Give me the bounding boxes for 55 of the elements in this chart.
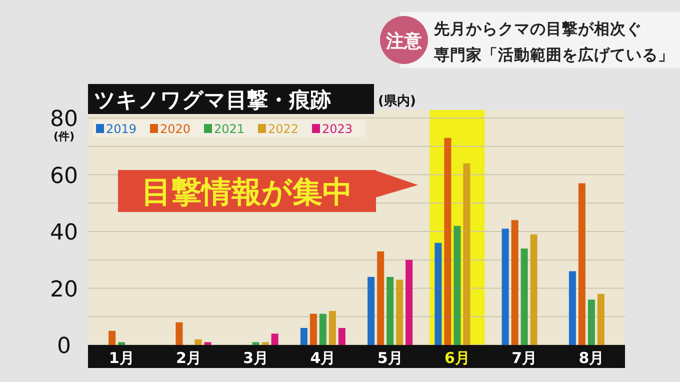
bar [502, 228, 509, 345]
x-tick-label: 8月 [578, 349, 604, 367]
bar [176, 322, 183, 345]
x-tick-label: 6月 [444, 349, 470, 367]
legend-label: 2022 [268, 122, 299, 136]
bar [338, 328, 346, 345]
x-tick-label: 3月 [243, 349, 269, 367]
x-tick-label: 2月 [176, 349, 202, 367]
legend-label: 2023 [322, 122, 353, 136]
legend-label: 2020 [160, 122, 191, 136]
bar [262, 342, 269, 345]
legend-label: 2019 [106, 122, 137, 136]
chart-title: ツキノワグマ目撃・痕跡 [94, 88, 331, 112]
text: 先月からクマの目撃が相次ぐ [433, 20, 642, 38]
y-tick-label: 0 [57, 334, 71, 359]
chart-subtitle: (県内) [378, 94, 416, 109]
bar [386, 276, 394, 345]
legend-label: 2021 [214, 122, 245, 136]
x-tick-label: 4月 [310, 349, 336, 367]
y-tick-label: 80 [50, 107, 78, 132]
bar [511, 220, 518, 345]
bar [271, 334, 278, 345]
bar [463, 163, 470, 345]
bar [377, 251, 384, 345]
bar [568, 271, 576, 345]
bar [252, 342, 260, 345]
bar [368, 276, 375, 345]
bar [300, 328, 308, 345]
bar [396, 280, 404, 345]
bar [454, 226, 461, 345]
bar [204, 342, 212, 345]
bar [520, 248, 528, 345]
bar [310, 314, 317, 345]
x-tick-label: 5月 [377, 349, 403, 367]
bar [194, 339, 202, 345]
bar [597, 294, 604, 345]
bar [578, 183, 586, 345]
y-axis-title: (件) [53, 130, 75, 143]
y-tick-label: 40 [50, 220, 78, 246]
y-tick-label: 20 [50, 277, 78, 302]
annotation: 目撃情報が集中 [142, 175, 352, 210]
bar [319, 314, 326, 345]
bar [444, 138, 452, 345]
bar [530, 234, 538, 345]
bar [118, 342, 126, 345]
y-tick-label: 60 [50, 164, 78, 189]
bar [108, 330, 116, 345]
x-tick-label: 1月 [108, 349, 134, 367]
bar [406, 260, 413, 345]
bar [434, 242, 442, 345]
text: 注意 [385, 31, 423, 52]
bar [588, 300, 595, 345]
bar [328, 310, 336, 345]
text: 専門家「活動範囲を広げている」 [433, 45, 674, 64]
x-tick-label: 7月 [512, 349, 538, 367]
